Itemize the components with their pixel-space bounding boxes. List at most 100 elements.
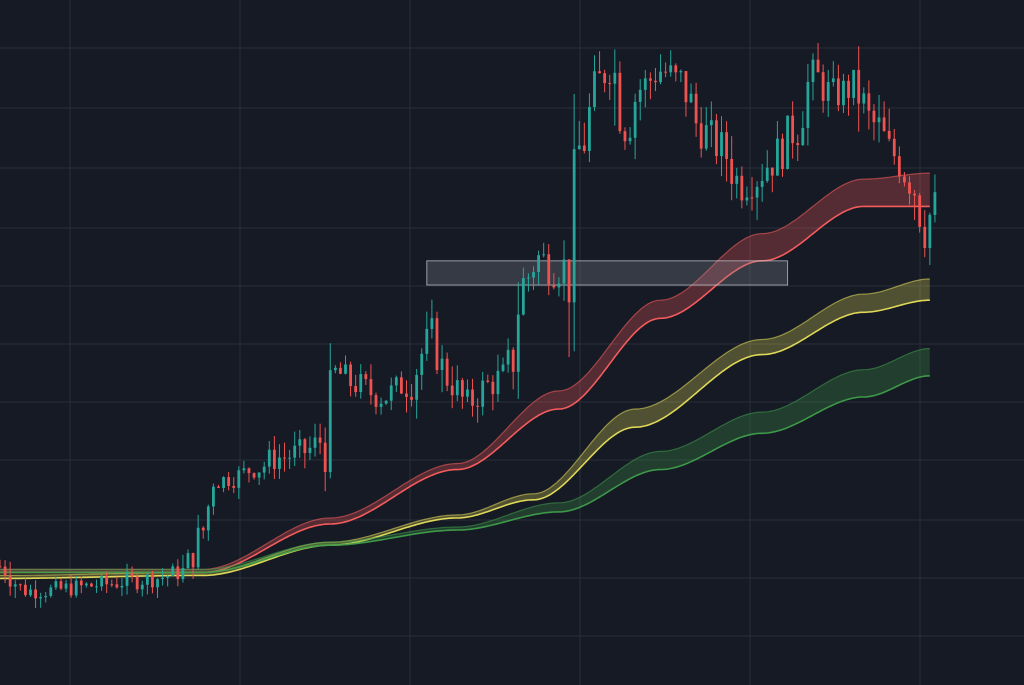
- candle-body: [18, 584, 22, 586]
- candle-body: [740, 175, 744, 201]
- candle: [562, 240, 566, 301]
- candle: [928, 212, 932, 266]
- candle-body: [288, 457, 292, 459]
- candle: [577, 120, 581, 150]
- candle-body: [836, 78, 840, 106]
- candle-body: [781, 138, 784, 169]
- moving-average-bands: [0, 172, 930, 580]
- candle: [267, 440, 271, 474]
- candle-body: [623, 131, 627, 142]
- candle: [384, 400, 388, 405]
- candle: [201, 526, 205, 539]
- candle-body: [786, 115, 789, 169]
- candle: [176, 559, 180, 587]
- candle-body: [471, 389, 474, 406]
- candle: [755, 181, 759, 220]
- candle: [481, 371, 485, 416]
- candle-body: [842, 80, 845, 106]
- candle-body: [232, 485, 236, 488]
- candle: [283, 442, 286, 472]
- candle-body: [156, 579, 159, 588]
- candle-body: [725, 132, 728, 159]
- candle-body: [588, 107, 591, 152]
- candle-body: [557, 283, 561, 288]
- candle: [659, 54, 662, 85]
- candle: [323, 427, 327, 492]
- candle-body: [776, 138, 779, 176]
- candle-body: [400, 377, 403, 394]
- candle-body: [704, 125, 708, 149]
- candle: [100, 573, 104, 591]
- candle: [227, 472, 231, 491]
- candle: [694, 82, 698, 137]
- candle: [344, 355, 347, 375]
- candle: [806, 63, 810, 146]
- candle-body: [105, 576, 109, 585]
- candle: [34, 580, 37, 608]
- candle: [389, 377, 393, 411]
- candle-body: [547, 254, 551, 286]
- candle: [466, 379, 469, 403]
- candle: [237, 466, 241, 499]
- candle-body: [618, 72, 622, 132]
- candle-body: [151, 574, 154, 588]
- candle: [420, 348, 424, 390]
- candle-body: [176, 566, 180, 580]
- candle-body: [791, 115, 795, 144]
- candle: [877, 94, 881, 143]
- candle-body: [796, 143, 800, 146]
- candle: [156, 578, 159, 598]
- candle: [506, 338, 510, 373]
- candle: [95, 579, 98, 593]
- candle-body: [862, 93, 866, 104]
- candle: [542, 242, 546, 258]
- band-lower-ma_long: [0, 375, 930, 574]
- candle: [801, 111, 805, 147]
- candle-body: [166, 576, 170, 578]
- candle-body: [847, 80, 850, 98]
- candle-body: [430, 318, 434, 329]
- candle-body: [770, 167, 774, 176]
- candle: [191, 552, 195, 579]
- candle-body: [806, 81, 810, 128]
- candle-body: [638, 89, 642, 102]
- candle-body: [745, 197, 749, 201]
- candle: [603, 69, 607, 93]
- candle: [125, 563, 129, 595]
- candle-body: [64, 583, 68, 589]
- candle: [476, 398, 480, 423]
- candle-body: [84, 583, 88, 586]
- candle-body: [359, 374, 363, 393]
- candle-body: [765, 167, 769, 181]
- candle: [359, 364, 363, 399]
- candle: [242, 460, 246, 474]
- candle-body: [34, 589, 37, 599]
- candle-body: [913, 193, 916, 196]
- candle: [8, 561, 12, 596]
- candle-body: [908, 182, 911, 194]
- candle-body: [537, 255, 540, 273]
- support-zone: [426, 260, 789, 286]
- candle-body: [415, 374, 419, 400]
- candle-body: [171, 566, 175, 577]
- candle-body: [897, 156, 901, 177]
- candle-body: [582, 145, 586, 152]
- candle: [882, 101, 886, 133]
- candle: [440, 345, 444, 393]
- candle: [430, 299, 434, 339]
- candle-body: [608, 83, 612, 85]
- candle-body: [308, 447, 312, 454]
- candle: [857, 46, 861, 132]
- candle-body: [689, 93, 693, 103]
- candle-body: [257, 472, 261, 478]
- candle-body: [186, 553, 190, 569]
- candle-body: [262, 466, 266, 473]
- candle-body: [674, 65, 678, 73]
- candle-body: [567, 259, 571, 303]
- candle-body: [130, 573, 134, 577]
- candle: [298, 429, 302, 458]
- candle-body: [181, 568, 185, 580]
- candle: [272, 436, 276, 480]
- candle-body: [801, 127, 805, 146]
- candle-body: [44, 595, 48, 598]
